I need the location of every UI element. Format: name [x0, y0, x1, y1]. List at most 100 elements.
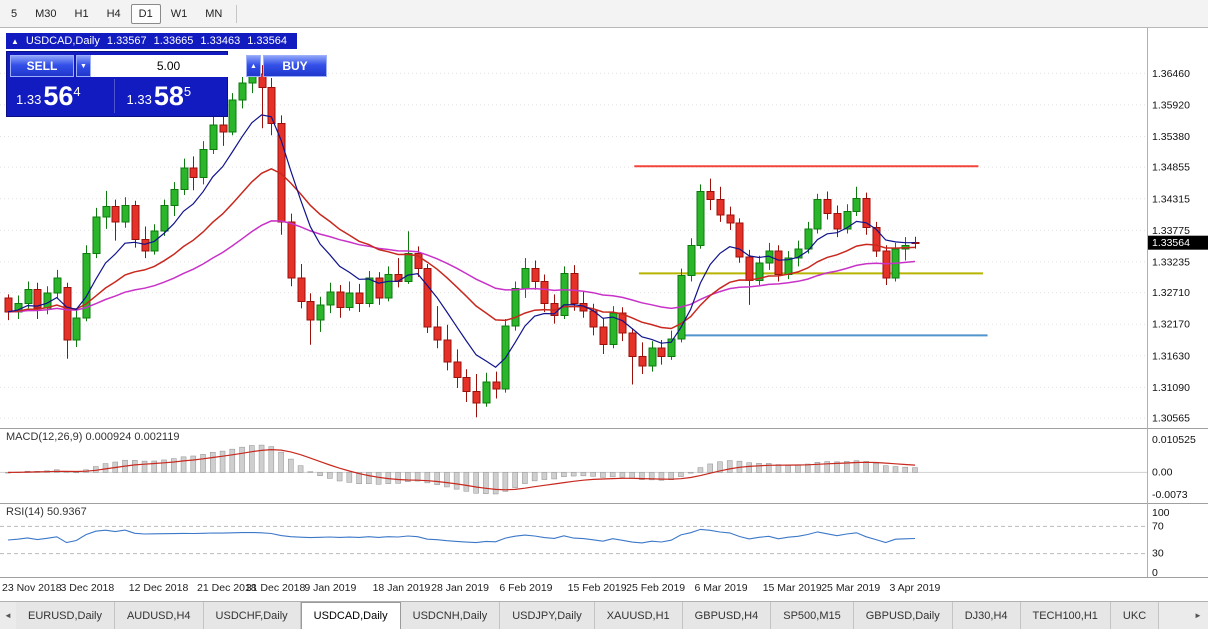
chart-canvas[interactable]: 1.364601.359201.353801.348551.343151.337… — [0, 28, 1208, 601]
macd-histogram-bar — [892, 466, 899, 473]
candle — [521, 258, 530, 298]
candle — [336, 285, 345, 318]
macd-histogram-bar — [327, 472, 333, 479]
timeframe-button-w1[interactable]: W1 — [170, 7, 188, 20]
ohlc-close: 1.33564 — [247, 35, 287, 47]
tab-scroll-right-icon[interactable]: ► — [1190, 602, 1206, 629]
macd-histogram-bar — [356, 472, 362, 485]
buy-price[interactable]: 1.33 58 5 — [113, 79, 225, 113]
candle — [287, 213, 296, 287]
macd-histogram-bar — [463, 472, 470, 492]
panel-collapse-icon[interactable]: ▲ — [11, 36, 19, 46]
macd-histogram-bar — [561, 472, 567, 477]
chart-tab-eurusd[interactable]: EURUSD,Daily — [16, 602, 115, 629]
macd-histogram-bar — [843, 461, 850, 473]
macd-histogram-bar — [814, 462, 821, 473]
candle — [423, 263, 432, 333]
macd-histogram-bar — [239, 446, 245, 473]
macd-pane: MACD(12,26,9) 0.000924 0.002119 0.010525 0… — [0, 431, 1196, 501]
candle — [121, 197, 130, 228]
chart-tab-sp500[interactable]: SP500,M15 — [771, 602, 854, 629]
timeframe-button-d1[interactable]: D1 — [130, 3, 161, 24]
timeframe-button-h1[interactable]: H1 — [74, 7, 89, 20]
price-axis-label: 1.31630 — [1152, 350, 1190, 362]
candle — [706, 178, 715, 211]
macd-histogram-bar — [512, 472, 518, 488]
macd-histogram-bar — [648, 472, 655, 481]
timeframe-button-mn[interactable]: MN — [205, 7, 223, 20]
chart-tab-gbpusd[interactable]: GBPUSD,Daily — [853, 602, 953, 629]
svg-text:1.33564: 1.33564 — [1152, 237, 1190, 249]
candle — [657, 340, 666, 365]
chart-tab-tech100[interactable]: TECH100,H1 — [1020, 602, 1111, 629]
volume-increase-icon[interactable]: ▲ — [246, 55, 261, 77]
price-axis-label: 1.32170 — [1152, 319, 1190, 331]
chart-tab-usdchf[interactable]: USDCHF,Daily — [203, 602, 301, 629]
rsi-axis-label: 70 — [1152, 520, 1164, 532]
candle — [862, 192, 871, 235]
candle — [326, 282, 335, 314]
timeframe-button-5[interactable]: 5 — [11, 7, 18, 20]
macd-histogram-bar — [746, 462, 752, 473]
macd-histogram-bar — [804, 463, 811, 473]
price-axis-label: 1.31090 — [1152, 382, 1190, 394]
date-axis-label: 28 Jan 2019 — [431, 582, 489, 594]
candle — [375, 272, 384, 305]
chart-tab-ukc[interactable]: UKC — [1110, 602, 1160, 629]
candle — [14, 295, 23, 319]
tab-scroll-left-icon[interactable]: ◄ — [4, 611, 12, 620]
macd-histogram-bar — [297, 465, 304, 473]
macd-histogram-bar — [824, 461, 830, 473]
macd-histogram-bar — [639, 472, 645, 480]
chart-tab-audusd[interactable]: AUDUSD,H4 — [114, 602, 204, 629]
macd-histogram-bar — [775, 464, 782, 473]
sell-price[interactable]: 1.33 56 4 — [10, 79, 114, 113]
candle — [501, 318, 510, 393]
date-axis-label: 31 Dec 2018 — [246, 582, 306, 594]
chart-tab-usdcad[interactable]: USDCAD,Daily — [300, 602, 401, 629]
chart-tab-xauusd[interactable]: XAUUSD,H1 — [594, 602, 683, 629]
candle — [384, 266, 393, 302]
macd-histogram-bar — [697, 467, 704, 473]
macd-histogram-bar — [346, 472, 353, 483]
ma-mid-line — [7, 167, 916, 330]
sell-button[interactable]: SELL — [10, 55, 74, 77]
candle — [882, 245, 891, 286]
macd-histogram-bar — [795, 464, 801, 473]
candle — [297, 263, 306, 309]
current-price-marker: 1.33564 — [1148, 235, 1208, 250]
candle — [745, 249, 754, 305]
macd-histogram-bar — [882, 465, 889, 473]
date-axis-label: 23 Nov 2018 — [2, 582, 62, 594]
candle — [199, 141, 208, 185]
macd-axis-label: -0.0073 — [1152, 489, 1188, 501]
volume-input[interactable] — [91, 55, 246, 77]
date-axis-label: 21 Dec 2018 — [197, 582, 257, 594]
chart-tab-usdcnh[interactable]: USDCNH,Daily — [400, 602, 501, 629]
one-click-trading-panel: SELL ▼ ▲ BUY 1.33 56 4 1.33 58 5 — [6, 51, 327, 117]
buy-button[interactable]: BUY — [263, 55, 327, 77]
macd-histogram-bar — [600, 472, 606, 478]
candle — [238, 74, 247, 109]
chart-tab-dj30[interactable]: DJ30,H4 — [952, 602, 1021, 629]
volume-decrease-icon[interactable]: ▼ — [76, 55, 91, 77]
price-axis-label: 1.33235 — [1152, 256, 1190, 268]
chart-tabs: EURUSD,Daily AUDUSD,H4 USDCHF,Daily USDCAD,… — [16, 602, 1160, 629]
price-axis-label: 1.32710 — [1152, 287, 1190, 299]
candle — [4, 294, 13, 321]
date-axis-label: 25 Feb 2019 — [626, 582, 685, 594]
macd-histogram-bar — [873, 462, 879, 473]
candle — [228, 93, 237, 136]
macd-histogram-bar — [336, 472, 343, 482]
chart-tab-gbpusd[interactable]: GBPUSD,H4 — [682, 602, 772, 629]
buy-price-pipette: 5 — [183, 83, 192, 99]
timeframe-button-m30[interactable]: M30 — [35, 7, 57, 20]
chart-tab-usdjpy[interactable]: USDJPY,Daily — [500, 602, 595, 629]
candle — [813, 193, 822, 234]
macd-histogram-bar — [492, 472, 499, 495]
timeframe-button-h4[interactable]: H4 — [106, 7, 121, 20]
candle — [852, 186, 861, 217]
price-axis-label: 1.36460 — [1152, 68, 1190, 80]
candle — [579, 292, 588, 318]
